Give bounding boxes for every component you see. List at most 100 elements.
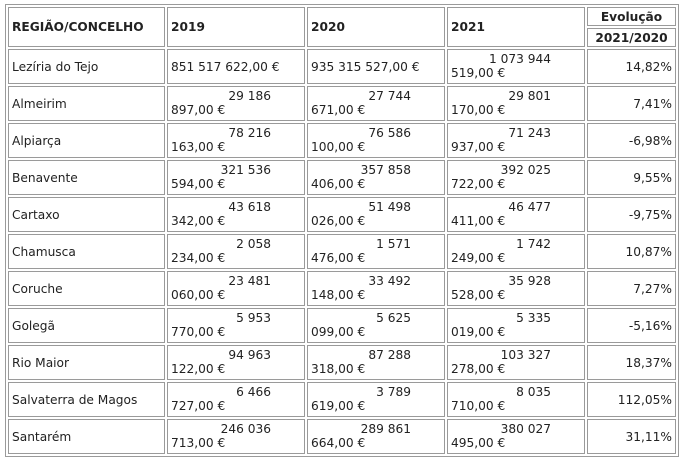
header-evolution-period: 2021/2020 <box>587 28 676 47</box>
value-cell-2019: 94 963 122,00 € <box>167 345 305 380</box>
table-body: Lezíria do Tejo 851 517 622,00 € 935 315 5… <box>8 49 676 454</box>
value-text-line2: 411,00 € <box>451 214 506 228</box>
budget-table-container: REGIÃO/CONCELHO 2019 2020 2021 Evolução … <box>5 4 679 457</box>
value-cell-2021: 1 742 249,00 € <box>447 234 585 269</box>
value-text-line2: 528,00 € <box>451 288 506 302</box>
value-cell-2019: 851 517 622,00 € <box>167 49 305 84</box>
table-row: Rio Maior 94 963 122,00 €87 288 318,00 € 103… <box>8 345 676 380</box>
value-text-line1: 27 744 <box>368 89 411 103</box>
value-cell-2021: 5 335 019,00 € <box>447 308 585 343</box>
value-cell-2019: 5 953 770,00 € <box>167 308 305 343</box>
value-text-line1: 246 036 <box>220 422 271 436</box>
region-name-cell: Almeirim <box>8 86 165 121</box>
value-text-line2: 710,00 € <box>451 399 506 413</box>
budget-table: REGIÃO/CONCELHO 2019 2020 2021 Evolução … <box>5 4 679 457</box>
region-name-cell: Santarém <box>8 419 165 454</box>
value-text-line1: 5 335 <box>516 311 551 325</box>
value-text-line1: 5 625 <box>376 311 411 325</box>
value-text-line2: 019,00 € <box>451 325 506 339</box>
value-text-line1: 76 586 <box>368 126 411 140</box>
header-evolution: Evolução <box>587 7 676 26</box>
value-text-line1: 51 498 <box>368 200 411 214</box>
region-name-cell: Salvaterra de Magos <box>8 382 165 417</box>
value-text-line2: 249,00 € <box>451 251 506 265</box>
region-name-cell: Alpiarça <box>8 123 165 158</box>
value-text-line2: 406,00 € <box>311 177 366 191</box>
header-subrow: 2021/2020 <box>8 28 676 47</box>
value-cell-2020: 33 492 148,00 € <box>307 271 445 306</box>
value-text-line1: 33 492 <box>368 274 411 288</box>
value-cell-2021: 392 025 722,00 € <box>447 160 585 195</box>
value-text-line1: 29 801 <box>508 89 551 103</box>
evolution-cell: -9,75% <box>587 197 676 232</box>
value-text-line1: 35 928 <box>508 274 551 288</box>
evolution-cell: -5,16% <box>587 308 676 343</box>
value-text-line1: 23 481 <box>228 274 271 288</box>
value-cell-2019: 43 618 342,00 € <box>167 197 305 232</box>
value-text: 851 517 622,00 € <box>171 59 280 74</box>
value-cell-2019: 6 466 727,00 € <box>167 382 305 417</box>
value-cell-2021: 35 928 528,00 € <box>447 271 585 306</box>
value-text-line1: 29 186 <box>228 89 271 103</box>
value-text-line1: 289 861 <box>360 422 411 436</box>
header-2020: 2020 <box>307 7 445 47</box>
value-text-line2: 727,00 € <box>171 399 226 413</box>
header-2021: 2021 <box>447 7 585 47</box>
table-row: Almeirim 29 186 897,00 €27 744 671,00 €29 8… <box>8 86 676 121</box>
value-text-line1: 392 025 <box>500 163 551 177</box>
value-text-line2: 170,00 € <box>451 103 506 117</box>
value-cell-2021: 1 073 944 519,00 € <box>447 49 585 84</box>
table-row: Chamusca 2 058 234,00 € 1 571 476,00 € 1 742 2… <box>8 234 676 269</box>
value-cell-2019: 29 186 897,00 € <box>167 86 305 121</box>
value-cell-2020: 5 625 099,00 € <box>307 308 445 343</box>
value-text-line2: 897,00 € <box>171 103 226 117</box>
header-region: REGIÃO/CONCELHO <box>8 7 165 47</box>
evolution-cell: 14,82% <box>587 49 676 84</box>
value-text-line1: 321 536 <box>220 163 271 177</box>
value-text-line2: 148,00 € <box>311 288 366 302</box>
value-text-line2: 664,00 € <box>311 436 366 450</box>
table-row: Coruche 23 481 060,00 €33 492 148,00 €35 92… <box>8 271 676 306</box>
value-cell-2021: 8 035 710,00 € <box>447 382 585 417</box>
value-cell-2020: 51 498 026,00 € <box>307 197 445 232</box>
table-row: Cartaxo 43 618 342,00 €51 498 026,00 €46 47… <box>8 197 676 232</box>
value-text-line1: 78 216 <box>228 126 271 140</box>
value-cell-2021: 71 243 937,00 € <box>447 123 585 158</box>
value-text-line2: 770,00 € <box>171 325 226 339</box>
value-cell-2020: 1 571 476,00 € <box>307 234 445 269</box>
evolution-cell: -6,98% <box>587 123 676 158</box>
value-cell-2020: 289 861 664,00 € <box>307 419 445 454</box>
value-text-line1: 46 477 <box>508 200 551 214</box>
value-text-line2: 234,00 € <box>171 251 226 265</box>
value-text: 935 315 527,00 € <box>311 59 420 74</box>
value-text-line1: 1 571 <box>376 237 411 251</box>
value-text-line2: 671,00 € <box>311 103 366 117</box>
value-text-line2: 619,00 € <box>311 399 366 413</box>
table-row: Salvaterra de Magos 6 466 727,00 € 3 789 619… <box>8 382 676 417</box>
value-text-line2: 594,00 € <box>171 177 226 191</box>
value-text-line2: 163,00 € <box>171 140 226 154</box>
value-cell-2020: 87 288 318,00 € <box>307 345 445 380</box>
value-cell-2021: 29 801 170,00 € <box>447 86 585 121</box>
evolution-cell: 31,11% <box>587 419 676 454</box>
value-text-line1: 103 327 <box>500 348 551 362</box>
value-text-line1: 380 027 <box>500 422 551 436</box>
header-2019: 2019 <box>167 7 305 47</box>
evolution-cell: 9,55% <box>587 160 676 195</box>
value-cell-2020: 27 744 671,00 € <box>307 86 445 121</box>
region-name-cell: Chamusca <box>8 234 165 269</box>
table-row: Alpiarça 78 216 163,00 €76 586 100,00 €71 2… <box>8 123 676 158</box>
value-text-line2: 722,00 € <box>451 177 506 191</box>
value-cell-2019: 246 036 713,00 € <box>167 419 305 454</box>
value-cell-2019: 23 481 060,00 € <box>167 271 305 306</box>
region-name-cell: Rio Maior <box>8 345 165 380</box>
value-cell-2020: 357 858 406,00 € <box>307 160 445 195</box>
region-name-cell: Golegã <box>8 308 165 343</box>
value-cell-2020: 3 789 619,00 € <box>307 382 445 417</box>
value-text-line1: 94 963 <box>228 348 271 362</box>
table-row: Lezíria do Tejo 851 517 622,00 € 935 315 5… <box>8 49 676 84</box>
value-text-line2: 713,00 € <box>171 436 226 450</box>
value-text-line1: 2 058 <box>236 237 271 251</box>
value-cell-2021: 380 027 495,00 € <box>447 419 585 454</box>
evolution-cell: 10,87% <box>587 234 676 269</box>
